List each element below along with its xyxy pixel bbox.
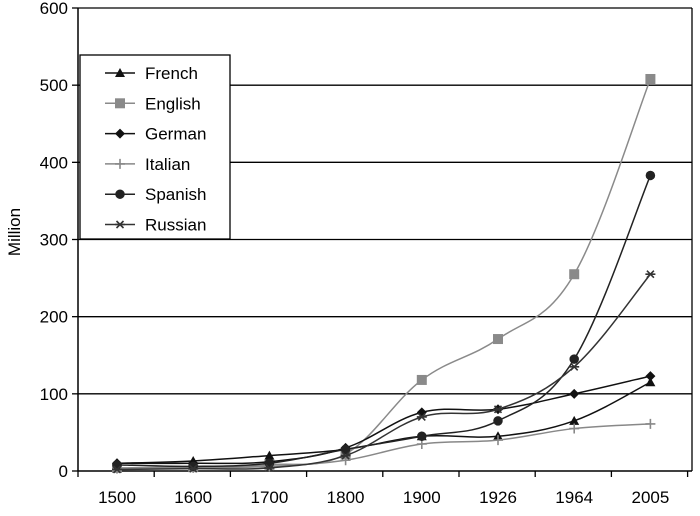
data-point-english	[416, 374, 427, 385]
x-tick-label: 2005	[631, 488, 669, 507]
series-line-italian	[116, 423, 651, 470]
legend-item: German	[105, 125, 206, 144]
data-point-russian	[493, 405, 503, 414]
data-point-spanish	[340, 444, 351, 455]
series-russian	[112, 270, 656, 474]
data-point-english	[493, 334, 503, 345]
x-tick-label: 1700	[250, 488, 288, 507]
legend-item: French	[105, 64, 198, 83]
data-point-russian	[340, 451, 351, 460]
legend-label: French	[145, 64, 198, 83]
data-point-english	[645, 73, 656, 84]
data-point-italian	[569, 423, 580, 434]
legend: French English German Italian Spanish Russian	[79, 54, 231, 240]
data-point-english	[569, 269, 580, 280]
legend-label: Italian	[145, 155, 190, 174]
data-point-french	[569, 415, 580, 425]
legend-label: Spanish	[145, 185, 206, 204]
data-point-spanish	[645, 170, 656, 181]
data-point-russian	[112, 465, 122, 474]
y-tick-label: 600	[40, 0, 68, 18]
data-point-spanish	[112, 460, 122, 470]
x-tick-label: 1600	[174, 488, 212, 507]
legend-marker-diamond	[115, 128, 125, 139]
data-point-russian	[645, 270, 656, 279]
legend-item: English	[105, 94, 201, 113]
x-tick-label: 1500	[98, 488, 136, 507]
data-point-italian	[340, 455, 351, 466]
legend-marker-plus	[115, 158, 125, 169]
y-tick-label: 300	[40, 231, 68, 250]
y-tick-label: 400	[40, 153, 68, 172]
data-point-french	[264, 450, 275, 460]
y-tick-label: 0	[59, 462, 68, 481]
legend-label: German	[145, 125, 206, 144]
x-tick-label: 1964	[555, 488, 593, 507]
legend-marker-star	[115, 220, 125, 229]
data-point-german	[569, 388, 580, 399]
axes: 0 100 200 300 400 500 600 1500 1600 1700 1800 1900 1…	[40, 0, 693, 507]
series-line-russian	[116, 273, 651, 471]
x-tick-label: 1900	[403, 488, 441, 507]
legend-item: Spanish	[105, 185, 206, 204]
data-point-spanish	[264, 458, 275, 469]
x-tick-label: 1800	[327, 488, 365, 507]
x-tick-label: 1926	[479, 488, 517, 507]
data-point-russian	[416, 412, 427, 422]
data-point-russian	[188, 464, 199, 473]
data-point-russian	[264, 463, 275, 472]
data-point-german	[645, 371, 656, 382]
data-point-italian	[493, 435, 503, 446]
y-tick-label: 500	[40, 76, 68, 95]
y-tick-label: 200	[40, 308, 68, 327]
data-point-italian	[645, 418, 656, 429]
legend-box	[79, 54, 231, 240]
data-point-russian	[569, 362, 580, 371]
legend-marker-triangle	[115, 68, 125, 77]
legend-marker-circle	[115, 189, 125, 199]
legend-label: Russian	[145, 216, 206, 235]
y-axis-title: Million	[5, 208, 24, 256]
legend-item: Russian	[105, 216, 206, 235]
data-point-french	[645, 377, 656, 387]
series-lines	[112, 73, 656, 474]
legend-item: Italian	[105, 155, 190, 174]
data-point-spanish	[493, 416, 503, 426]
series-line-german	[116, 375, 651, 465]
legend-label: English	[145, 94, 201, 113]
y-tick-label: 100	[40, 385, 68, 404]
data-point-spanish	[417, 431, 427, 442]
legend-marker-square	[115, 98, 125, 109]
data-point-spanish	[569, 354, 579, 364]
